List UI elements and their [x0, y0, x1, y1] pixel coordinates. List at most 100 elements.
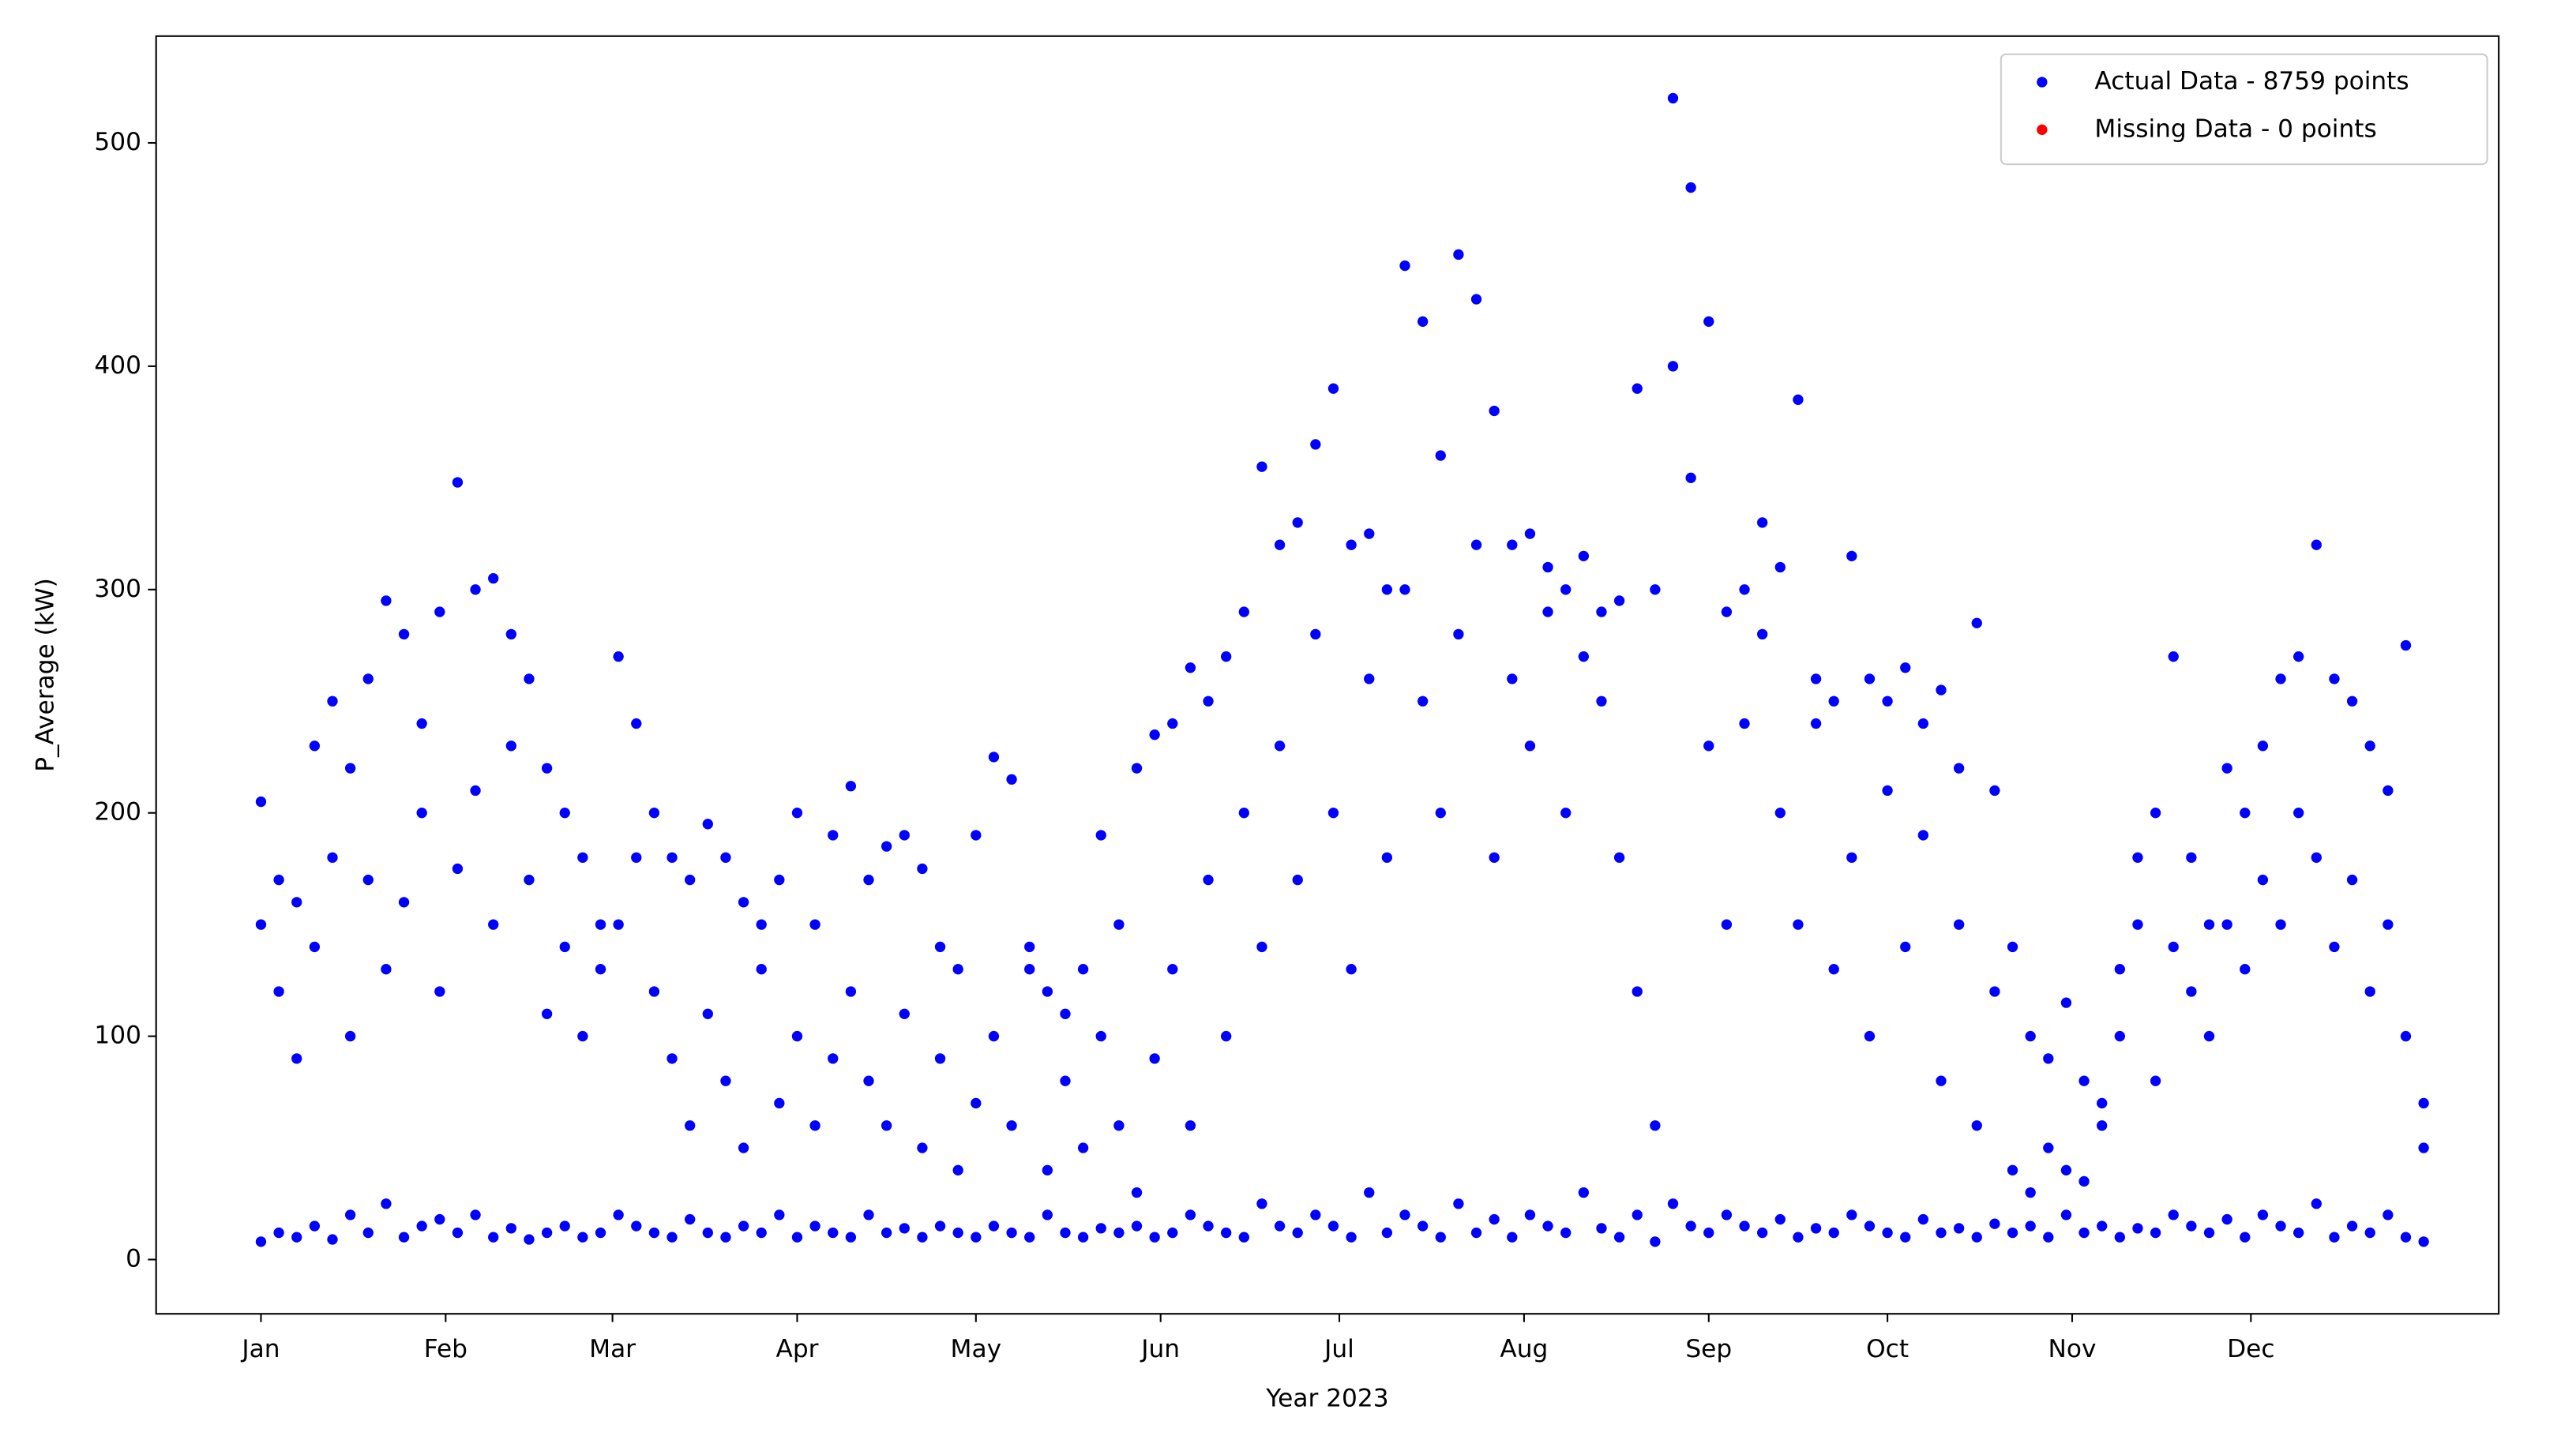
data-point: [273, 1227, 284, 1239]
data-point: [648, 808, 660, 819]
data-point: [1560, 584, 1572, 595]
data-point: [309, 941, 321, 953]
data-point: [2132, 852, 2143, 863]
data-point: [1828, 696, 1839, 707]
data-point: [2346, 696, 2358, 707]
data-point: [470, 785, 481, 797]
data-point: [1185, 662, 1196, 673]
data-point: [577, 1030, 588, 1042]
data-point: [362, 673, 374, 684]
data-point: [381, 964, 392, 975]
legend-marker: [2037, 77, 2048, 88]
data-point: [1167, 1227, 1178, 1239]
data-point: [505, 628, 516, 640]
data-point: [2329, 1232, 2340, 1243]
data-point: [1346, 964, 1357, 975]
data-point: [559, 808, 570, 819]
data-point: [1971, 617, 1982, 628]
data-point: [1542, 606, 1553, 617]
data-point: [917, 1142, 928, 1153]
data-point: [1882, 1227, 1893, 1239]
y-axis-label: P_Average (kW): [31, 578, 59, 772]
data-point: [1024, 1232, 1035, 1243]
data-point: [881, 1227, 892, 1239]
data-point: [1507, 673, 1518, 684]
data-point: [1757, 1227, 1768, 1239]
data-point: [2025, 1187, 2036, 1198]
data-point: [971, 1232, 982, 1243]
data-point: [1310, 628, 1321, 640]
data-point: [2025, 1030, 2036, 1042]
data-point: [1721, 606, 1733, 617]
data-point: [685, 1213, 696, 1225]
data-point: [1989, 986, 2000, 997]
data-point: [1774, 561, 1786, 573]
data-point: [1364, 1187, 1375, 1198]
data-point: [952, 964, 963, 975]
data-point: [738, 897, 749, 908]
data-point: [1167, 718, 1178, 729]
data-point: [1060, 1008, 1071, 1019]
data-point: [1578, 651, 1589, 662]
data-point: [1578, 1187, 1589, 1198]
data-point: [1542, 1220, 1553, 1232]
legend-label: Actual Data - 8759 points: [2094, 67, 2409, 96]
data-point: [1453, 628, 1464, 640]
data-point: [1810, 718, 1822, 729]
data-point: [2221, 1213, 2232, 1225]
data-point: [2275, 673, 2286, 684]
data-point: [541, 1008, 553, 1019]
data-point: [1453, 249, 1464, 261]
data-point: [809, 1220, 820, 1232]
data-point: [1900, 1232, 1911, 1243]
data-point: [791, 1232, 803, 1243]
y-tick-label: 300: [94, 575, 141, 603]
data-point: [702, 1008, 713, 1019]
data-point: [2007, 1227, 2018, 1239]
data-point: [1793, 919, 1804, 930]
data-point: [1650, 1120, 1661, 1131]
data-point: [1989, 785, 2000, 797]
data-point: [2221, 919, 2232, 930]
data-point: [2025, 1220, 2036, 1232]
data-point: [1793, 1232, 1804, 1243]
data-point: [952, 1164, 963, 1175]
data-point: [1381, 584, 1393, 595]
data-point: [1882, 785, 1893, 797]
data-point: [756, 919, 767, 930]
data-point: [1131, 1220, 1143, 1232]
data-point: [1113, 919, 1125, 930]
data-point: [1739, 718, 1750, 729]
data-point: [2364, 1227, 2375, 1239]
data-point: [1793, 394, 1804, 405]
data-point: [1810, 673, 1822, 684]
data-point: [2043, 1232, 2054, 1243]
data-point: [1524, 740, 1536, 752]
data-point: [2150, 1075, 2161, 1086]
data-point: [1685, 1220, 1696, 1232]
data-point: [1221, 1227, 1232, 1239]
data-point: [1936, 1227, 1947, 1239]
data-point: [613, 919, 624, 930]
data-point: [577, 1232, 588, 1243]
data-point: [1435, 1232, 1446, 1243]
data-point: [2257, 1209, 2269, 1220]
data-point: [1435, 450, 1446, 461]
data-point: [971, 1097, 982, 1109]
data-point: [2060, 1164, 2072, 1175]
data-point: [291, 1053, 302, 1064]
data-point: [1596, 696, 1607, 707]
data-point: [1489, 852, 1500, 863]
data-point: [2043, 1142, 2054, 1153]
data-point: [2329, 673, 2340, 684]
data-point: [2060, 1209, 2072, 1220]
data-point: [1650, 1236, 1661, 1247]
data-point: [971, 830, 982, 841]
data-point: [720, 1232, 731, 1243]
data-point: [1739, 1220, 1750, 1232]
data-point: [1596, 1223, 1607, 1234]
data-point: [1721, 1209, 1733, 1220]
data-point: [2007, 1164, 2018, 1175]
data-point: [720, 852, 731, 863]
data-point: [631, 1220, 642, 1232]
